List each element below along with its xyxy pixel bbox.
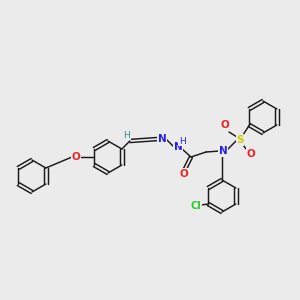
Text: O: O — [247, 149, 255, 159]
Text: S: S — [236, 135, 244, 145]
Text: H: H — [124, 130, 130, 140]
Text: O: O — [180, 169, 188, 179]
Text: Cl: Cl — [191, 201, 202, 211]
Text: N: N — [174, 142, 182, 152]
Text: H: H — [178, 136, 185, 146]
Text: N: N — [219, 146, 227, 156]
Text: O: O — [220, 120, 230, 130]
Text: O: O — [72, 152, 80, 162]
Text: N: N — [158, 134, 166, 144]
